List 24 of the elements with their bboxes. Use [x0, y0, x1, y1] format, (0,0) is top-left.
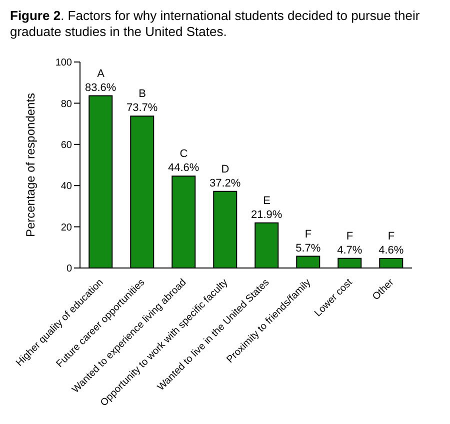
y-tick-label: 60 [60, 140, 72, 151]
y-tick-label: 40 [60, 181, 72, 192]
y-tick-label: 0 [66, 264, 72, 275]
annotation: F [346, 230, 354, 242]
y-axis-title: Percentage of respondents [23, 92, 38, 238]
data-label: 5.7% [296, 242, 321, 254]
chart-title: Figure 2. Factors for why international students decided to pursue their graduate studies in the United States. [10, 8, 421, 40]
data-label: 4.7% [337, 244, 362, 256]
data-label: 83.6% [85, 82, 116, 94]
y-tick-label: 100 [55, 58, 72, 69]
y-tick-label: 20 [60, 222, 72, 234]
annotation: F [388, 230, 395, 243]
y-tick-label: 80 [60, 98, 72, 110]
annotation: A [97, 68, 106, 80]
data-label: 21.9% [251, 208, 282, 221]
annotation: D [221, 163, 230, 176]
data-label: 37.2% [210, 177, 241, 190]
annotation: C [180, 148, 188, 160]
annotation: F [304, 228, 312, 240]
data-label: 44.6% [168, 162, 200, 174]
data-label: 4.6% [378, 244, 404, 257]
data-label: 73.7% [126, 102, 158, 114]
annotation: E [263, 194, 270, 207]
annotation: B [138, 88, 146, 100]
